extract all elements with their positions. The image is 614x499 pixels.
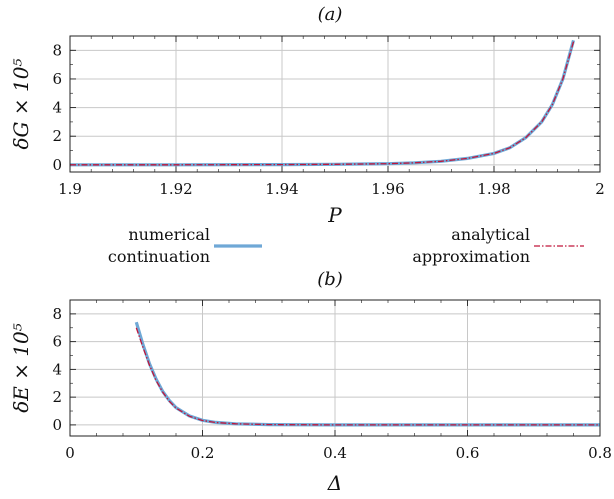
x-tick-label: 1.96 [371, 180, 404, 198]
legend-label-line2: continuation [108, 247, 210, 266]
legend-label-line1: numerical [128, 225, 210, 244]
y-tick-label: 2 [52, 127, 62, 145]
y-tick-label: 8 [52, 41, 62, 59]
plot-frame [69, 299, 601, 437]
chart-panel-0: 1.9 1.92 1.94 1.96 1.98 2 0 2 4 6 8 (a) PδG × 10⁵ [9, 4, 605, 227]
x-tick-label: 0.2 [191, 444, 215, 462]
y-tick-label: 4 [52, 360, 62, 378]
y-tick-label: 4 [52, 99, 62, 117]
y-tick-label: 6 [52, 70, 62, 88]
x-tick-label: 0.8 [588, 444, 612, 462]
y-tick-label: 2 [52, 388, 62, 406]
series-line-analytical [70, 41, 575, 166]
y-tick-label: 8 [52, 305, 62, 323]
y-tick-label: 0 [52, 156, 62, 174]
x-axis-label: Δ [327, 471, 342, 495]
x-tick-label: 0.6 [456, 444, 480, 462]
y-tick-label: 6 [52, 333, 62, 351]
panel-label: (b) [317, 269, 343, 290]
legend: numerical continuation analytical approxima… [108, 225, 584, 266]
chart-panel-1: 0 0.2 0.4 0.6 0.8 0 2 4 6 8 (b) ΔδE × 10⁵ [9, 269, 612, 495]
series-line-analytical [135, 327, 600, 426]
x-tick-label: 1.9 [58, 180, 82, 198]
panel-label: (a) [318, 4, 343, 25]
x-tick-label: 1.98 [477, 180, 510, 198]
legend-label-line1: analytical [451, 225, 530, 244]
series-line-numerical [134, 321, 600, 427]
legend-label-line2: approximation [412, 247, 530, 266]
series-line-numerical [70, 39, 576, 167]
plot-frame [69, 35, 601, 173]
y-tick-label: 0 [52, 416, 62, 434]
x-tick-label: 1.92 [159, 180, 192, 198]
x-tick-label: 0 [65, 444, 75, 462]
y-axis-label: δG × 10⁵ [9, 59, 33, 150]
x-tick-label: 2 [595, 180, 605, 198]
x-axis-label: P [327, 203, 342, 227]
y-axis-label: δE × 10⁵ [9, 323, 33, 413]
x-tick-label: 1.94 [265, 180, 298, 198]
x-tick-label: 0.4 [323, 444, 347, 462]
